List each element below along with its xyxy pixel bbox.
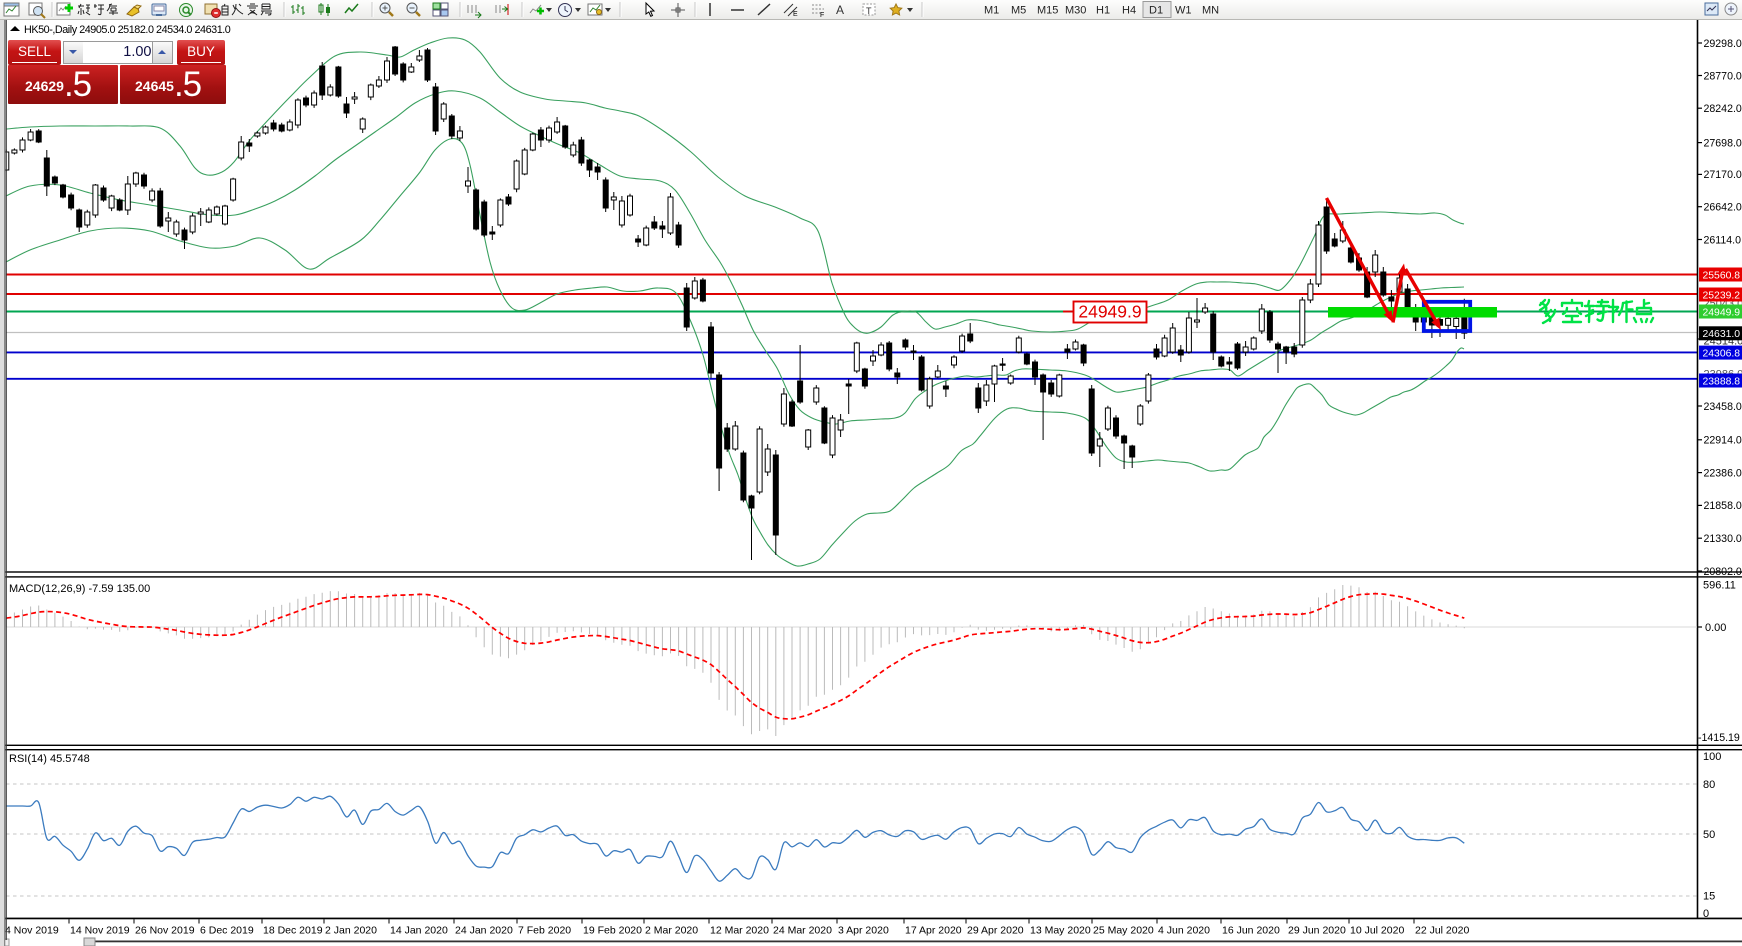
svg-text:23458.0: 23458.0 xyxy=(1704,401,1742,413)
svg-text:29 Jun 2020: 29 Jun 2020 xyxy=(1288,925,1346,937)
svg-text:T: T xyxy=(866,6,872,16)
svg-text:2 Jan 2020: 2 Jan 2020 xyxy=(325,925,377,937)
svg-text:0: 0 xyxy=(1703,908,1709,920)
svg-text:27698.0: 27698.0 xyxy=(1704,137,1742,149)
svg-text:28770.0: 28770.0 xyxy=(1704,70,1742,82)
svg-text:H1: H1 xyxy=(1096,5,1110,17)
svg-text:24631.0: 24631.0 xyxy=(1703,329,1741,340)
svg-text:50: 50 xyxy=(1703,829,1715,841)
svg-text:596.11: 596.11 xyxy=(1703,580,1736,592)
svg-text:M5: M5 xyxy=(1011,5,1026,17)
svg-text:29 Apr 2020: 29 Apr 2020 xyxy=(967,925,1024,937)
svg-text:24 Mar 2020: 24 Mar 2020 xyxy=(773,925,832,937)
svg-text:D1: D1 xyxy=(1149,5,1163,17)
svg-text:21858.0: 21858.0 xyxy=(1704,500,1742,512)
svg-text:M30: M30 xyxy=(1065,5,1086,17)
svg-text:A: A xyxy=(836,3,844,17)
svg-text:23888.8: 23888.8 xyxy=(1703,376,1741,387)
svg-text:15: 15 xyxy=(1703,891,1715,903)
svg-text:4 Nov 2019: 4 Nov 2019 xyxy=(5,925,59,937)
svg-text:19 Feb 2020: 19 Feb 2020 xyxy=(583,925,642,937)
svg-text:14 Nov 2019: 14 Nov 2019 xyxy=(70,925,130,937)
svg-text:F: F xyxy=(820,12,824,19)
svg-text:22 Jul 2020: 22 Jul 2020 xyxy=(1415,925,1469,937)
svg-text:22914.0: 22914.0 xyxy=(1704,435,1742,447)
svg-text:26 Nov 2019: 26 Nov 2019 xyxy=(135,925,195,937)
svg-text:27170.0: 27170.0 xyxy=(1704,169,1742,181)
svg-text:17 Apr 2020: 17 Apr 2020 xyxy=(905,925,962,937)
svg-text:M15: M15 xyxy=(1037,5,1058,17)
svg-text:24949.9: 24949.9 xyxy=(1703,307,1741,318)
svg-text:MN: MN xyxy=(1202,5,1219,17)
svg-text:MACD(12,26,9) -7.59 135.00: MACD(12,26,9) -7.59 135.00 xyxy=(9,583,150,595)
svg-text:10 Jul 2020: 10 Jul 2020 xyxy=(1350,925,1404,937)
svg-text:100: 100 xyxy=(1703,751,1721,763)
svg-text:HK50-,Daily 24905.0 25182.0 2: HK50-,Daily 24905.0 25182.0 24534.0 2463… xyxy=(24,24,231,36)
svg-text:6 Dec 2019: 6 Dec 2019 xyxy=(200,925,254,937)
svg-text:25239.2: 25239.2 xyxy=(1703,290,1741,301)
svg-text:M1: M1 xyxy=(984,5,999,17)
svg-text:3 Apr 2020: 3 Apr 2020 xyxy=(838,925,889,937)
svg-text:7 Feb 2020: 7 Feb 2020 xyxy=(518,925,571,937)
svg-text:22386.0: 22386.0 xyxy=(1704,467,1742,479)
svg-text:24306.8: 24306.8 xyxy=(1703,349,1741,360)
svg-text:H4: H4 xyxy=(1122,5,1136,17)
svg-text:-1415.19: -1415.19 xyxy=(1698,732,1740,744)
svg-text:0.00: 0.00 xyxy=(1705,622,1726,634)
svg-text:E: E xyxy=(793,11,798,18)
svg-text:80: 80 xyxy=(1703,779,1715,791)
svg-text:26642.0: 26642.0 xyxy=(1704,202,1742,214)
svg-text:13 May 2020: 13 May 2020 xyxy=(1030,925,1091,937)
svg-text:2 Mar 2020: 2 Mar 2020 xyxy=(645,925,698,937)
svg-text:25560.8: 25560.8 xyxy=(1703,270,1741,281)
svg-text:25 May 2020: 25 May 2020 xyxy=(1093,925,1154,937)
svg-text:14 Jan 2020: 14 Jan 2020 xyxy=(390,925,448,937)
svg-text:16 Jun 2020: 16 Jun 2020 xyxy=(1222,925,1280,937)
svg-text:24 Jan 2020: 24 Jan 2020 xyxy=(455,925,513,937)
svg-text:26114.0: 26114.0 xyxy=(1704,234,1742,246)
svg-text:4 Jun 2020: 4 Jun 2020 xyxy=(1158,925,1210,937)
svg-text:18 Dec 2019: 18 Dec 2019 xyxy=(263,925,323,937)
svg-text:12 Mar 2020: 12 Mar 2020 xyxy=(710,925,769,937)
svg-text:29298.0: 29298.0 xyxy=(1704,38,1742,50)
svg-text:RSI(14) 45.5748: RSI(14) 45.5748 xyxy=(9,753,90,765)
svg-text:W1: W1 xyxy=(1175,5,1192,17)
svg-text:24949.9: 24949.9 xyxy=(1078,302,1141,322)
svg-text:21330.0: 21330.0 xyxy=(1704,533,1742,545)
svg-text:28242.0: 28242.0 xyxy=(1704,103,1742,115)
